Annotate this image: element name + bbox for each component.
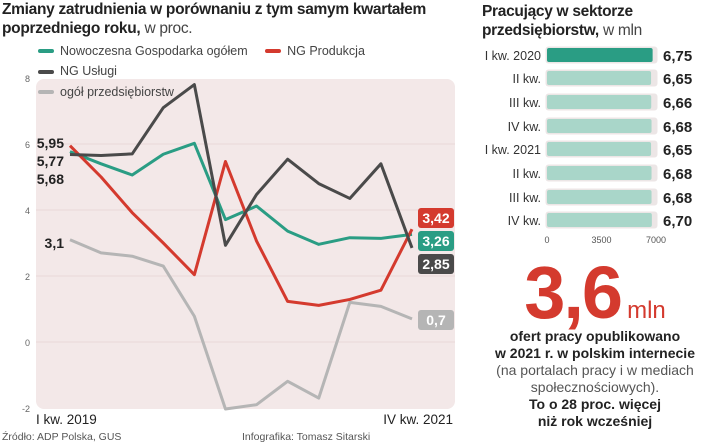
bar-track bbox=[545, 164, 658, 182]
end-label: 0,7 bbox=[426, 312, 446, 328]
legend: Nowoczesna Gospodarka ogółem NG Produkcj… bbox=[38, 40, 468, 102]
y-tick-label: 8 bbox=[25, 74, 30, 84]
bar-value-label: 6,66 bbox=[663, 95, 692, 112]
title-text: Pracujący w sektorze przedsiębiorstw, bbox=[482, 3, 633, 39]
bar-track bbox=[545, 140, 658, 158]
bar-track bbox=[545, 93, 658, 111]
end-label: 3,42 bbox=[422, 210, 449, 226]
highlight-figure: 3,6 mln bbox=[470, 250, 720, 335]
bar bbox=[547, 71, 652, 85]
legend-item-ng-total: Nowoczesna Gospodarka ogółem bbox=[38, 42, 248, 61]
start-label: 5,95 bbox=[37, 135, 64, 151]
legend-label: Nowoczesna Gospodarka ogółem bbox=[60, 43, 248, 58]
title-text: Zmiany zatrudnienia w porównaniu z tym s… bbox=[2, 1, 426, 37]
bar-category-label: IV kw. bbox=[508, 120, 541, 134]
highlight-unit: mln bbox=[627, 297, 666, 324]
x-tick-label: 7000 bbox=[646, 235, 666, 245]
x-tick-label: 0 bbox=[544, 235, 549, 245]
bar-value-label: 6,70 bbox=[663, 213, 692, 230]
bar bbox=[547, 166, 652, 180]
bar-chart-title: Pracujący w sektorze przedsiębiorstw, w … bbox=[482, 2, 717, 40]
bar-track bbox=[545, 211, 658, 229]
legend-item-ng-production: NG Produkcja bbox=[265, 42, 365, 61]
x-end-label: IV kw. 2021 bbox=[383, 412, 453, 427]
bar bbox=[547, 142, 652, 156]
bar bbox=[547, 95, 652, 109]
start-label: 3,1 bbox=[45, 235, 65, 251]
series-line-2 bbox=[69, 83, 414, 249]
bar-value-label: 6,75 bbox=[663, 48, 692, 65]
series-line-0 bbox=[69, 141, 413, 246]
highlight-description: ofert pracy opublikowano w 2021 r. w pol… bbox=[470, 328, 720, 430]
credit-note: Infografika: Tomasz Sitarski bbox=[242, 431, 371, 443]
bar-category-label: III kw. bbox=[509, 191, 541, 205]
desc-line: niż rok wcześniej bbox=[537, 413, 653, 429]
x-start-label: I kw. 2019 bbox=[36, 412, 97, 427]
end-label: 2,85 bbox=[422, 256, 449, 272]
x-tick-label: 3500 bbox=[591, 235, 611, 245]
legend-item-ng-services: NG Usługi bbox=[38, 62, 117, 81]
start-label: 5,68 bbox=[37, 171, 64, 187]
bar bbox=[547, 119, 652, 133]
legend-label: NG Produkcja bbox=[287, 43, 365, 58]
bar-track bbox=[545, 188, 658, 206]
end-label-box bbox=[418, 231, 454, 251]
y-tick-label: 4 bbox=[25, 206, 30, 216]
y-tick-label: 6 bbox=[25, 140, 30, 150]
bar-value-label: 6,65 bbox=[663, 142, 692, 159]
legend-label: NG Usługi bbox=[60, 64, 117, 78]
legend-item-all-enterprises: ogół przedsiębiorstw bbox=[38, 83, 174, 102]
line-chart-title: Zmiany zatrudnienia w porównaniu z tym s… bbox=[2, 0, 472, 38]
end-label-box bbox=[418, 208, 454, 228]
series-line-1 bbox=[68, 144, 414, 307]
series-line-3 bbox=[69, 238, 413, 411]
bar-category-label: I kw. 2020 bbox=[485, 49, 541, 63]
bar bbox=[547, 48, 653, 62]
end-label: 3,26 bbox=[422, 233, 449, 249]
bar-track bbox=[545, 117, 658, 135]
bar-value-label: 6,65 bbox=[663, 71, 692, 88]
bar-value-label: 6,68 bbox=[663, 190, 692, 207]
bar-category-label: IV kw. bbox=[508, 214, 541, 228]
bar-value-label: 6,68 bbox=[663, 166, 692, 183]
legend-label: ogół przedsiębiorstw bbox=[60, 84, 174, 99]
end-label-box bbox=[418, 310, 454, 330]
bar bbox=[547, 190, 652, 204]
title-unit: w mln bbox=[602, 22, 642, 39]
bar-category-label: I kw. 2021 bbox=[485, 143, 541, 157]
bar-category-label: III kw. bbox=[509, 96, 541, 110]
end-label-box bbox=[418, 254, 454, 274]
bar-track bbox=[545, 46, 658, 64]
bar-category-label: II kw. bbox=[513, 167, 541, 181]
bar-track bbox=[545, 69, 658, 87]
title-unit: w proc. bbox=[144, 20, 193, 37]
desc-line: społecznościowych). bbox=[530, 379, 660, 395]
plot-area bbox=[36, 79, 455, 409]
source-note: Źródło: ADP Polska, GUS bbox=[2, 431, 122, 443]
bar bbox=[547, 213, 652, 227]
y-tick-label: -2 bbox=[22, 404, 30, 414]
desc-line: ofert pracy opublikowano bbox=[509, 328, 681, 344]
y-tick-label: 2 bbox=[25, 272, 30, 282]
highlight-value: 3,6 bbox=[524, 251, 623, 334]
y-tick-label: 0 bbox=[25, 338, 30, 348]
bar-category-label: II kw. bbox=[513, 72, 541, 86]
desc-line: (na portalach pracy i w mediach bbox=[496, 362, 694, 378]
desc-line: To o 28 proc. więcej bbox=[528, 396, 661, 412]
desc-line: w 2021 r. w polskim internecie bbox=[495, 345, 695, 361]
bar-value-label: 6,68 bbox=[663, 119, 692, 136]
start-label: 5,77 bbox=[37, 153, 64, 169]
